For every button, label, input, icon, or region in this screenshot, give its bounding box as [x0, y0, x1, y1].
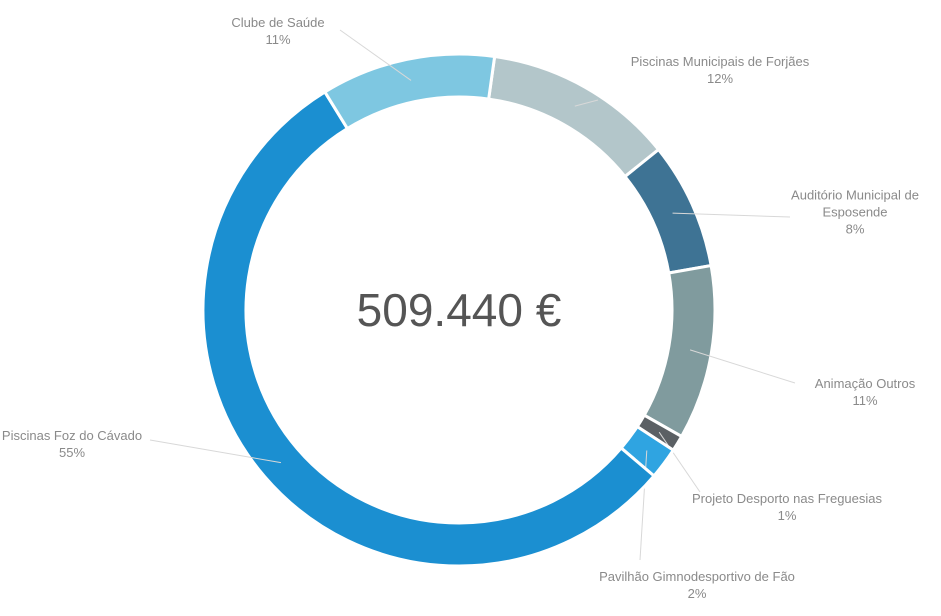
- data-label: Animação Outros 11%: [785, 375, 941, 409]
- label-name: Auditório Municipal de Esposende: [791, 187, 919, 220]
- leader-line: [672, 212, 791, 218]
- label-name: Clube de Saúde: [231, 15, 325, 30]
- label-name: Piscinas Municipais de Forjães: [630, 54, 810, 69]
- donut-segment: [642, 263, 717, 439]
- label-value: 2%: [687, 586, 707, 601]
- donut-segment: [322, 52, 497, 131]
- center-label: 509.440 €: [356, 284, 562, 336]
- data-label: Projeto Desporto nas Freguesias 1%: [687, 490, 887, 524]
- label-value: 55%: [58, 445, 86, 460]
- data-label: Clube de Saúde 11%: [203, 14, 353, 48]
- data-label: Auditório Municipal de Esposende 8%: [765, 187, 941, 238]
- label-value: 1%: [777, 508, 797, 523]
- leader-line: [574, 99, 599, 107]
- label-name: Animação Outros: [814, 376, 916, 391]
- donut-segment: [622, 147, 713, 275]
- label-value: 11%: [265, 32, 291, 47]
- leader-line: [658, 431, 701, 493]
- label-value: 11%: [852, 393, 878, 408]
- leader-line: [339, 29, 412, 81]
- data-label: Pavilhão Gimnodesportivo de Fão 2%: [577, 568, 817, 602]
- donut-segment: [201, 89, 657, 568]
- leader-line: [689, 349, 796, 384]
- label-name: Pavilhão Gimnodesportivo de Fão: [599, 569, 795, 584]
- label-name: Piscinas Foz do Cávado: [1, 428, 143, 443]
- data-label: Piscinas Municipais de Forjães 12%: [620, 53, 820, 87]
- leader-line: [149, 439, 282, 464]
- data-label: Piscinas Foz do Cávado 55%: [0, 427, 147, 461]
- label-value: 12%: [706, 71, 734, 86]
- label-name: Projeto Desporto nas Freguesias: [691, 491, 883, 506]
- label-value: 8%: [845, 221, 865, 237]
